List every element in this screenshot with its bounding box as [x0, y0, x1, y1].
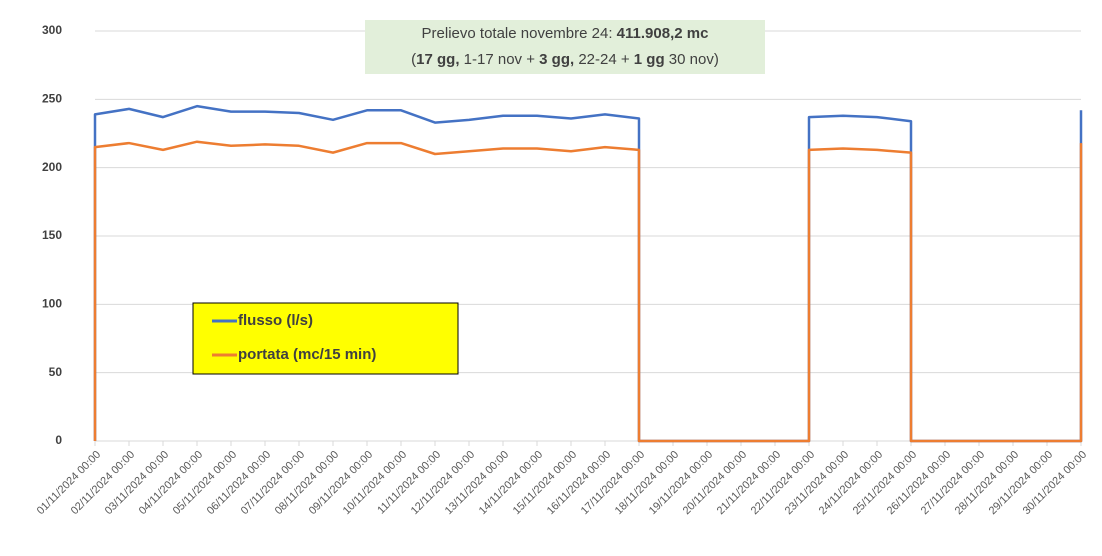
- y-tick-label: 300: [42, 23, 62, 37]
- x-tick-label: 16/11/2024 00:00: [545, 449, 613, 517]
- annotation-part: 3 gg,: [539, 51, 574, 68]
- x-tick-label: 23/11/2024 00:00: [783, 449, 851, 517]
- x-tick-label: 20/11/2024 00:00: [681, 449, 749, 517]
- x-tick-label: 17/11/2024 00:00: [579, 449, 647, 517]
- x-tick-label: 22/11/2024 00:00: [749, 449, 817, 517]
- y-tick-label: 200: [42, 160, 62, 174]
- x-tick-label: 07/11/2024 00:00: [239, 449, 307, 517]
- annotation-part: 30 nov): [665, 51, 719, 68]
- x-tick-label: 21/11/2024 00:00: [715, 449, 783, 517]
- x-tick-label: 03/11/2024 00:00: [103, 449, 171, 517]
- legend-label: flusso (l/s): [238, 312, 313, 329]
- annotation-part: (: [411, 51, 416, 68]
- annotation-part: 22-24 +: [574, 51, 634, 68]
- annotation-part: Prelievo totale novembre 24:: [422, 25, 617, 42]
- series-line: [93, 104, 1083, 443]
- x-tick-label: 29/11/2024 00:00: [987, 449, 1055, 517]
- x-tick-label: 19/11/2024 00:00: [647, 449, 715, 517]
- y-tick-label: 150: [42, 228, 62, 242]
- annotation: (17 gg, 1-17 nov + 3 gg, 22-24 + 1 gg 30…: [411, 51, 719, 68]
- x-tick-label: 24/11/2024 00:00: [817, 449, 885, 517]
- x-tick-label: 27/11/2024 00:00: [919, 449, 987, 517]
- x-tick-label: 30/11/2024 00:00: [1021, 449, 1089, 517]
- annotation-part: 17 gg,: [416, 51, 459, 68]
- x-tick-label: 28/11/2024 00:00: [953, 449, 1021, 517]
- x-tick-label: 05/11/2024 00:00: [171, 449, 239, 517]
- x-tick-label: 14/11/2024 00:00: [477, 449, 545, 517]
- x-tick-label: 11/11/2024 00:00: [375, 449, 443, 517]
- x-tick-label: 04/11/2024 00:00: [137, 449, 205, 517]
- x-tick-label: 18/11/2024 00:00: [613, 449, 681, 517]
- x-tick-label: 08/11/2024 00:00: [273, 449, 341, 517]
- x-tick-label: 10/11/2024 00:00: [341, 449, 409, 517]
- x-tick-label: 09/11/2024 00:00: [307, 449, 375, 517]
- x-tick-label: 13/11/2024 00:00: [443, 449, 511, 517]
- annotation: Prelievo totale novembre 24: 411.908,2 m…: [422, 25, 709, 42]
- x-tick-label: 26/11/2024 00:00: [885, 449, 953, 517]
- y-tick-label: 0: [55, 433, 62, 447]
- legend-label: portata (mc/15 min): [238, 346, 376, 363]
- series-line: [93, 140, 1083, 443]
- x-tick-label: 25/11/2024 00:00: [851, 449, 919, 517]
- x-tick-label: 06/11/2024 00:00: [205, 449, 273, 517]
- legend-box: [192, 302, 459, 375]
- x-tick-label: 12/11/2024 00:00: [409, 449, 477, 517]
- y-tick-label: 50: [49, 365, 63, 379]
- x-tick-label: 02/11/2024 00:00: [69, 449, 137, 517]
- annotation-part: 411.908,2 mc: [617, 25, 709, 42]
- annotation-part: 1 gg: [634, 51, 665, 68]
- y-tick-label: 250: [42, 92, 62, 106]
- y-tick-label: 100: [42, 297, 62, 311]
- x-tick-label: 01/11/2024 00:00: [35, 449, 103, 517]
- annotation-part: 1-17 nov +: [460, 51, 540, 68]
- annotation-box: [365, 20, 765, 74]
- x-tick-label: 15/11/2024 00:00: [511, 449, 579, 517]
